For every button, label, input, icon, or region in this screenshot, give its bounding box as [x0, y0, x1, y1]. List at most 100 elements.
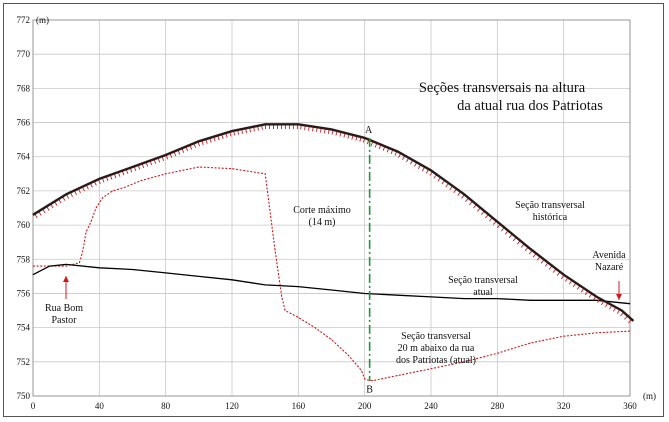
- x-axis-unit: (m): [643, 391, 656, 401]
- x-tick-label: 80: [161, 401, 171, 411]
- series-point-atual: [496, 298, 498, 299]
- series-point-historica: [563, 274, 565, 276]
- series-point-historica: [596, 296, 598, 298]
- chart-title: Seções transversais na altura da atual ru…: [419, 80, 603, 114]
- series-point-below: [397, 375, 399, 376]
- series-point-below: [165, 173, 167, 175]
- annotation-line: Seção transversal: [515, 200, 585, 211]
- series-point-historica: [65, 193, 67, 195]
- series-point-below: [629, 330, 631, 332]
- series-line-atual: [32, 263, 631, 305]
- series-point-atual: [264, 284, 266, 286]
- series-point-below: [32, 265, 34, 267]
- series-point-historica: [132, 166, 133, 168]
- series-point-atual: [132, 269, 133, 270]
- series-point-atual: [231, 279, 233, 281]
- series-point-below: [297, 316, 299, 318]
- series-point-atual: [32, 274, 34, 276]
- series-point-historica: [231, 130, 233, 132]
- series-point-below: [331, 339, 332, 340]
- series-point-atual: [463, 298, 465, 299]
- arrow-head: [616, 294, 622, 300]
- series-point-below: [347, 354, 349, 356]
- y-axis-unit: (m): [36, 15, 49, 25]
- x-tick-label: 240: [424, 401, 438, 411]
- series-point-below: [82, 250, 84, 252]
- x-tick-label: 40: [95, 401, 105, 411]
- x-tick-label: 200: [358, 401, 372, 411]
- series-point-below: [364, 378, 366, 380]
- annotation-corte: Corte máximo(14 m): [293, 205, 351, 228]
- series-point-below: [314, 327, 316, 329]
- series-point-historica: [397, 151, 399, 153]
- y-tick-label: 750: [17, 391, 31, 401]
- annotation-line: Nazaré: [595, 262, 624, 273]
- plot-area-border: [32, 19, 631, 397]
- annotation-line: Pastor: [52, 315, 78, 326]
- chart-frame: [3, 3, 664, 417]
- title-line-1: Seções transversais na altura: [419, 80, 586, 96]
- series-point-atual: [98, 267, 100, 269]
- y-tick-label: 766: [17, 118, 31, 128]
- annotation-line: dos Patriotas (atual): [396, 355, 476, 366]
- series-point-below: [596, 332, 598, 334]
- arrow-rua-bom-pastor: [63, 276, 69, 299]
- y-tick-label: 764: [17, 152, 31, 162]
- series-point-historica: [430, 169, 432, 171]
- annotation-line: Avenida: [592, 250, 626, 261]
- series-point-below: [140, 180, 142, 182]
- series-point-atual: [198, 275, 200, 277]
- series-point-below: [414, 371, 415, 373]
- y-tick-label: 768: [17, 83, 31, 93]
- series-point-historica: [165, 154, 167, 156]
- series-point-below: [463, 361, 465, 363]
- y-tick-label: 756: [17, 288, 31, 298]
- series-point-historica: [496, 221, 498, 223]
- series-point-below: [198, 166, 200, 168]
- x-tick-label: 360: [623, 401, 637, 411]
- series-layer: [32, 123, 635, 382]
- series-point-historica: [632, 320, 634, 322]
- annotation-line: histórica: [533, 212, 568, 223]
- y-tick-label: 762: [17, 186, 31, 196]
- series-point-below: [268, 199, 269, 200]
- series-point-below: [264, 173, 266, 175]
- series-line-historica: [32, 123, 635, 322]
- series-point-below: [380, 378, 382, 380]
- series-point-atual: [65, 264, 67, 265]
- y-tick-label: 754: [17, 323, 31, 333]
- series-point-atual: [629, 303, 631, 305]
- series-line-below: [33, 166, 631, 382]
- series-point-historica: [264, 123, 266, 125]
- series-point-below: [102, 197, 104, 199]
- series-point-historica: [530, 248, 531, 250]
- annotation-line: Corte máximo: [293, 205, 351, 216]
- x-tick-label: 280: [491, 401, 505, 411]
- x-tick-label: 160: [292, 401, 306, 411]
- series-point-historica: [621, 310, 623, 312]
- series-point-below: [563, 335, 565, 337]
- series-point-below: [112, 190, 113, 192]
- series-point-atual: [530, 299, 531, 301]
- y-tick-label: 760: [17, 220, 31, 230]
- series-point-atual: [331, 289, 332, 291]
- arrow-avenida-nazare: [616, 281, 622, 300]
- series-point-below: [85, 231, 87, 233]
- y-tick-label: 752: [17, 357, 31, 367]
- y-tick-label: 758: [17, 254, 31, 264]
- cut-label-a: A: [365, 125, 373, 136]
- series-point-below: [389, 376, 390, 378]
- series-point-below: [496, 352, 498, 354]
- series-point-atual: [49, 265, 50, 267]
- series-point-below: [430, 368, 432, 370]
- series-point-below: [95, 207, 97, 209]
- annotation-line: 20 m abaixo da rua: [398, 343, 475, 354]
- annotation-line: Seção transversal: [448, 275, 518, 286]
- series-point-atual: [297, 286, 299, 288]
- series-point-historica: [297, 123, 299, 125]
